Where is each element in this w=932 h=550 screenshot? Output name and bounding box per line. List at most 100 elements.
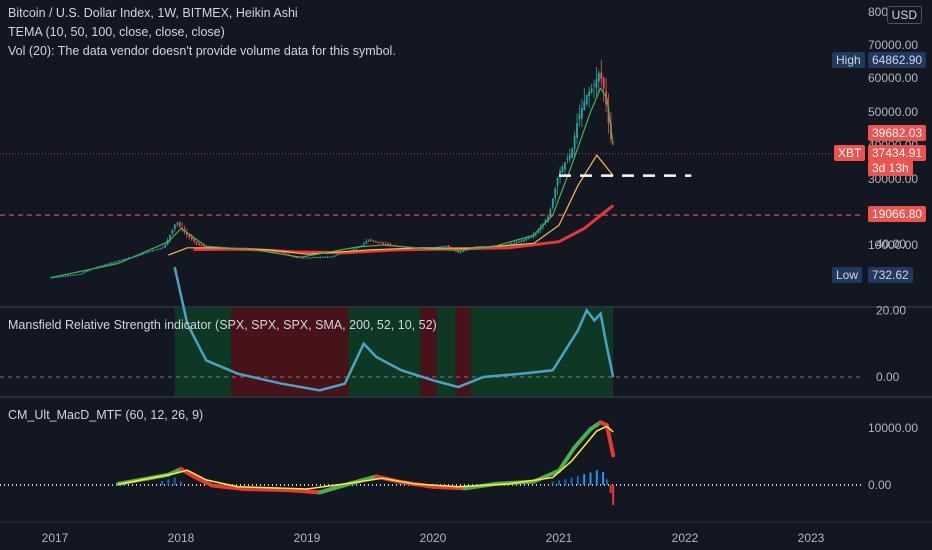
tema-fast-line — [51, 86, 614, 279]
candle-body — [282, 252, 285, 254]
candle-body — [534, 233, 537, 235]
candle-body — [573, 135, 576, 149]
candle-body — [442, 245, 445, 247]
candle-body — [367, 240, 370, 242]
candle-body — [292, 256, 295, 258]
candle-body — [549, 209, 552, 218]
macd-line-segment — [604, 423, 616, 458]
candle-body — [98, 266, 101, 268]
candle-body — [457, 250, 460, 253]
symbol-badge: XBT — [834, 145, 866, 161]
rs-zone — [420, 308, 437, 396]
candle-body — [113, 262, 116, 264]
candle-body — [462, 250, 465, 252]
time-tick-label: 2022 — [672, 531, 699, 545]
candle-body — [295, 257, 297, 259]
candle-body — [447, 245, 450, 248]
candle-body — [445, 245, 448, 247]
candle-body — [544, 220, 547, 223]
candle-body — [156, 248, 159, 250]
macd-histogram-bar — [173, 477, 176, 485]
candle-body — [309, 257, 312, 259]
candle-body — [171, 229, 174, 234]
currency-button[interactable]: USD — [886, 6, 922, 24]
time-tick-label: 2019 — [294, 531, 321, 545]
candle-body — [115, 261, 118, 263]
time-tick-label: 2017 — [42, 531, 69, 545]
candle-body — [370, 239, 372, 241]
candle-body — [479, 246, 482, 248]
candle-body — [525, 238, 528, 241]
candle-body — [159, 248, 162, 250]
candle-body — [64, 275, 67, 277]
candle-body — [338, 253, 341, 255]
candle-body — [142, 253, 145, 255]
candle-body — [328, 256, 331, 258]
candle-body — [106, 264, 108, 266]
candle-body — [161, 247, 164, 249]
candle-body — [152, 250, 154, 252]
candle-body — [566, 158, 569, 160]
candle-body — [580, 108, 583, 119]
rs-line — [173, 266, 615, 392]
candle-body — [590, 88, 593, 93]
candle-body — [188, 234, 191, 237]
candle-body — [547, 216, 549, 222]
candle-body — [135, 256, 137, 258]
candle-body — [583, 101, 586, 110]
macd-histogram-bar — [589, 472, 592, 485]
candle-body — [585, 95, 588, 105]
candle-body — [464, 249, 467, 251]
candle-body — [365, 241, 368, 244]
candle-body — [147, 251, 150, 253]
candle-body — [522, 239, 525, 242]
macd-signal-line — [117, 425, 614, 490]
reference-level-badge: 19066.80 — [868, 206, 927, 222]
candle-body — [154, 249, 157, 251]
candle-body — [438, 246, 440, 248]
macd-tick-label: 10000.00 — [868, 421, 918, 435]
macd-histogram-bar — [609, 485, 612, 493]
candle-body — [110, 262, 113, 264]
rs-zone — [470, 308, 614, 396]
candle-body — [74, 274, 77, 276]
candle-body — [176, 223, 179, 225]
candle-body — [297, 257, 300, 259]
candle-body — [304, 257, 307, 259]
candle-body — [513, 243, 515, 245]
candle-body — [568, 154, 571, 160]
rs-tick-label: 20.00 — [876, 303, 906, 317]
candle-body — [307, 257, 309, 259]
candle-body — [195, 241, 198, 244]
candle-body — [377, 242, 380, 244]
candle-body — [193, 238, 196, 242]
candle-body — [532, 234, 535, 237]
macd-tick-label: 0.00 — [868, 478, 892, 492]
price-tick-label: 50000.00 — [868, 105, 918, 119]
low-value: 732.62 — [868, 267, 913, 283]
candle-body — [362, 243, 365, 246]
candle-body — [55, 276, 57, 278]
candle-body — [312, 257, 314, 259]
macd-histogram-bar — [180, 481, 182, 485]
candle-body — [384, 244, 387, 246]
volume-legend: Vol (20): The data vendor doesn't provid… — [8, 44, 396, 58]
candle-body — [202, 245, 205, 247]
candle-body — [459, 251, 462, 253]
candle-body — [481, 246, 484, 248]
candle-body — [326, 256, 329, 258]
candle-body — [597, 72, 600, 82]
high-value: 64862.90 — [868, 52, 927, 68]
candle-body — [600, 72, 603, 80]
candle-body — [537, 230, 540, 233]
macd-line-segment — [572, 427, 593, 450]
rs-tick-label: 0.00 — [876, 370, 900, 384]
rs-zone — [436, 308, 456, 396]
macd-histogram-bar — [583, 474, 586, 485]
candle-body — [382, 242, 385, 244]
macd-histogram-bar — [576, 475, 579, 485]
candle-body — [520, 240, 523, 242]
candle-body — [125, 258, 128, 260]
macd-line-segment — [557, 445, 577, 473]
